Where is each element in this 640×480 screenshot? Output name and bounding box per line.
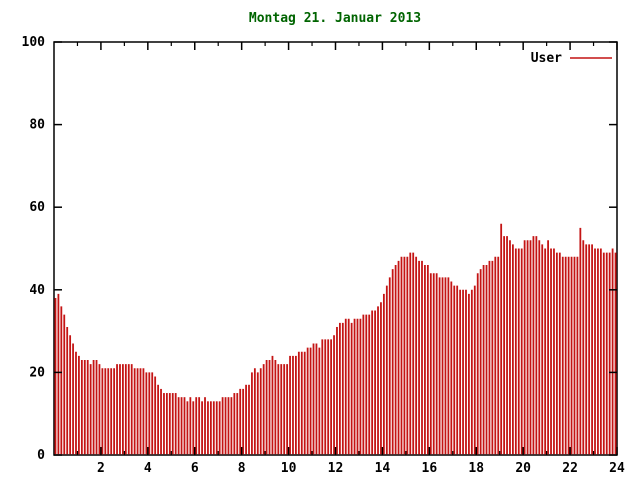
x-tick-label: 24 <box>609 461 625 476</box>
y-tick-label: 20 <box>29 365 45 380</box>
x-tick-label: 10 <box>281 461 297 476</box>
x-tick-label: 6 <box>191 461 199 476</box>
y-tick-label: 80 <box>29 118 45 133</box>
x-tick-label: 4 <box>144 461 152 476</box>
x-tick-label: 22 <box>562 461 578 476</box>
y-tick-label: 100 <box>22 35 46 50</box>
chart-title: Montag 21. Januar 2013 <box>249 11 421 26</box>
x-tick-label: 20 <box>515 461 531 476</box>
x-tick-label: 16 <box>422 461 438 476</box>
x-tick-label: 18 <box>468 461 484 476</box>
x-tick-label: 2 <box>97 461 105 476</box>
y-tick-label: 60 <box>29 200 45 215</box>
legend-label-user: User <box>531 51 562 66</box>
y-tick-label: 40 <box>29 283 45 298</box>
x-tick-label: 12 <box>328 461 344 476</box>
data-series-user <box>54 223 617 455</box>
y-tick-label: 0 <box>37 448 45 463</box>
x-tick-label: 14 <box>375 461 391 476</box>
x-tick-label: 8 <box>238 461 246 476</box>
